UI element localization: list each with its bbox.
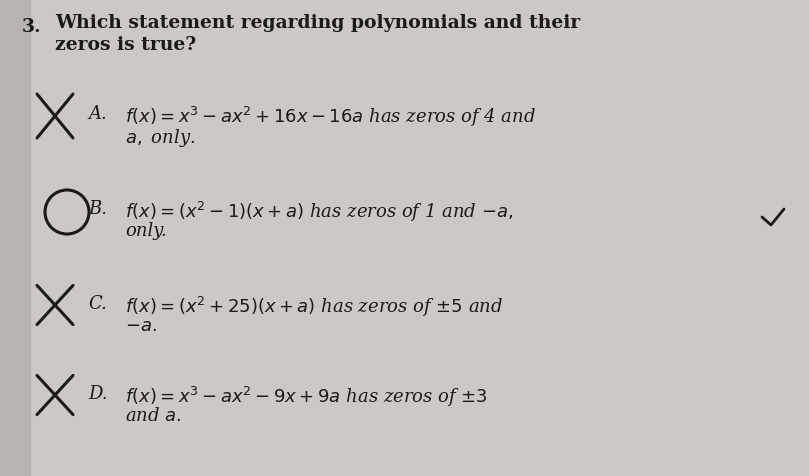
Text: $f(x) = x^3 - ax^2 + 16x - 16a$ has zeros of 4 and: $f(x) = x^3 - ax^2 + 16x - 16a$ has zero… — [125, 105, 536, 129]
Text: $f(x) = x^3 - ax^2 - 9x + 9a$ has zeros of $\pm 3$: $f(x) = x^3 - ax^2 - 9x + 9a$ has zeros … — [125, 384, 488, 408]
Text: $f(x) = (x^2 + 25)(x + a)$ has zeros of $\pm 5$ and: $f(x) = (x^2 + 25)(x + a)$ has zeros of … — [125, 294, 503, 318]
Text: $a,$ only.: $a,$ only. — [125, 127, 196, 149]
Text: D.: D. — [88, 384, 108, 402]
Text: Which statement regarding polynomials and their: Which statement regarding polynomials an… — [55, 14, 580, 32]
Text: A.: A. — [88, 105, 107, 123]
Text: and $a.$: and $a.$ — [125, 406, 181, 424]
Text: zeros is true?: zeros is true? — [55, 36, 197, 54]
Bar — [0, 0, 30, 476]
Text: C.: C. — [88, 294, 107, 312]
Text: $f(x) = (x^2 - 1)(x + a)$ has zeros of 1 and $-a,$: $f(x) = (x^2 - 1)(x + a)$ has zeros of 1… — [125, 199, 513, 224]
Text: 3.: 3. — [22, 18, 41, 36]
Text: B.: B. — [88, 199, 107, 218]
Text: $-a.$: $-a.$ — [125, 317, 157, 334]
Text: only.: only. — [125, 221, 167, 239]
